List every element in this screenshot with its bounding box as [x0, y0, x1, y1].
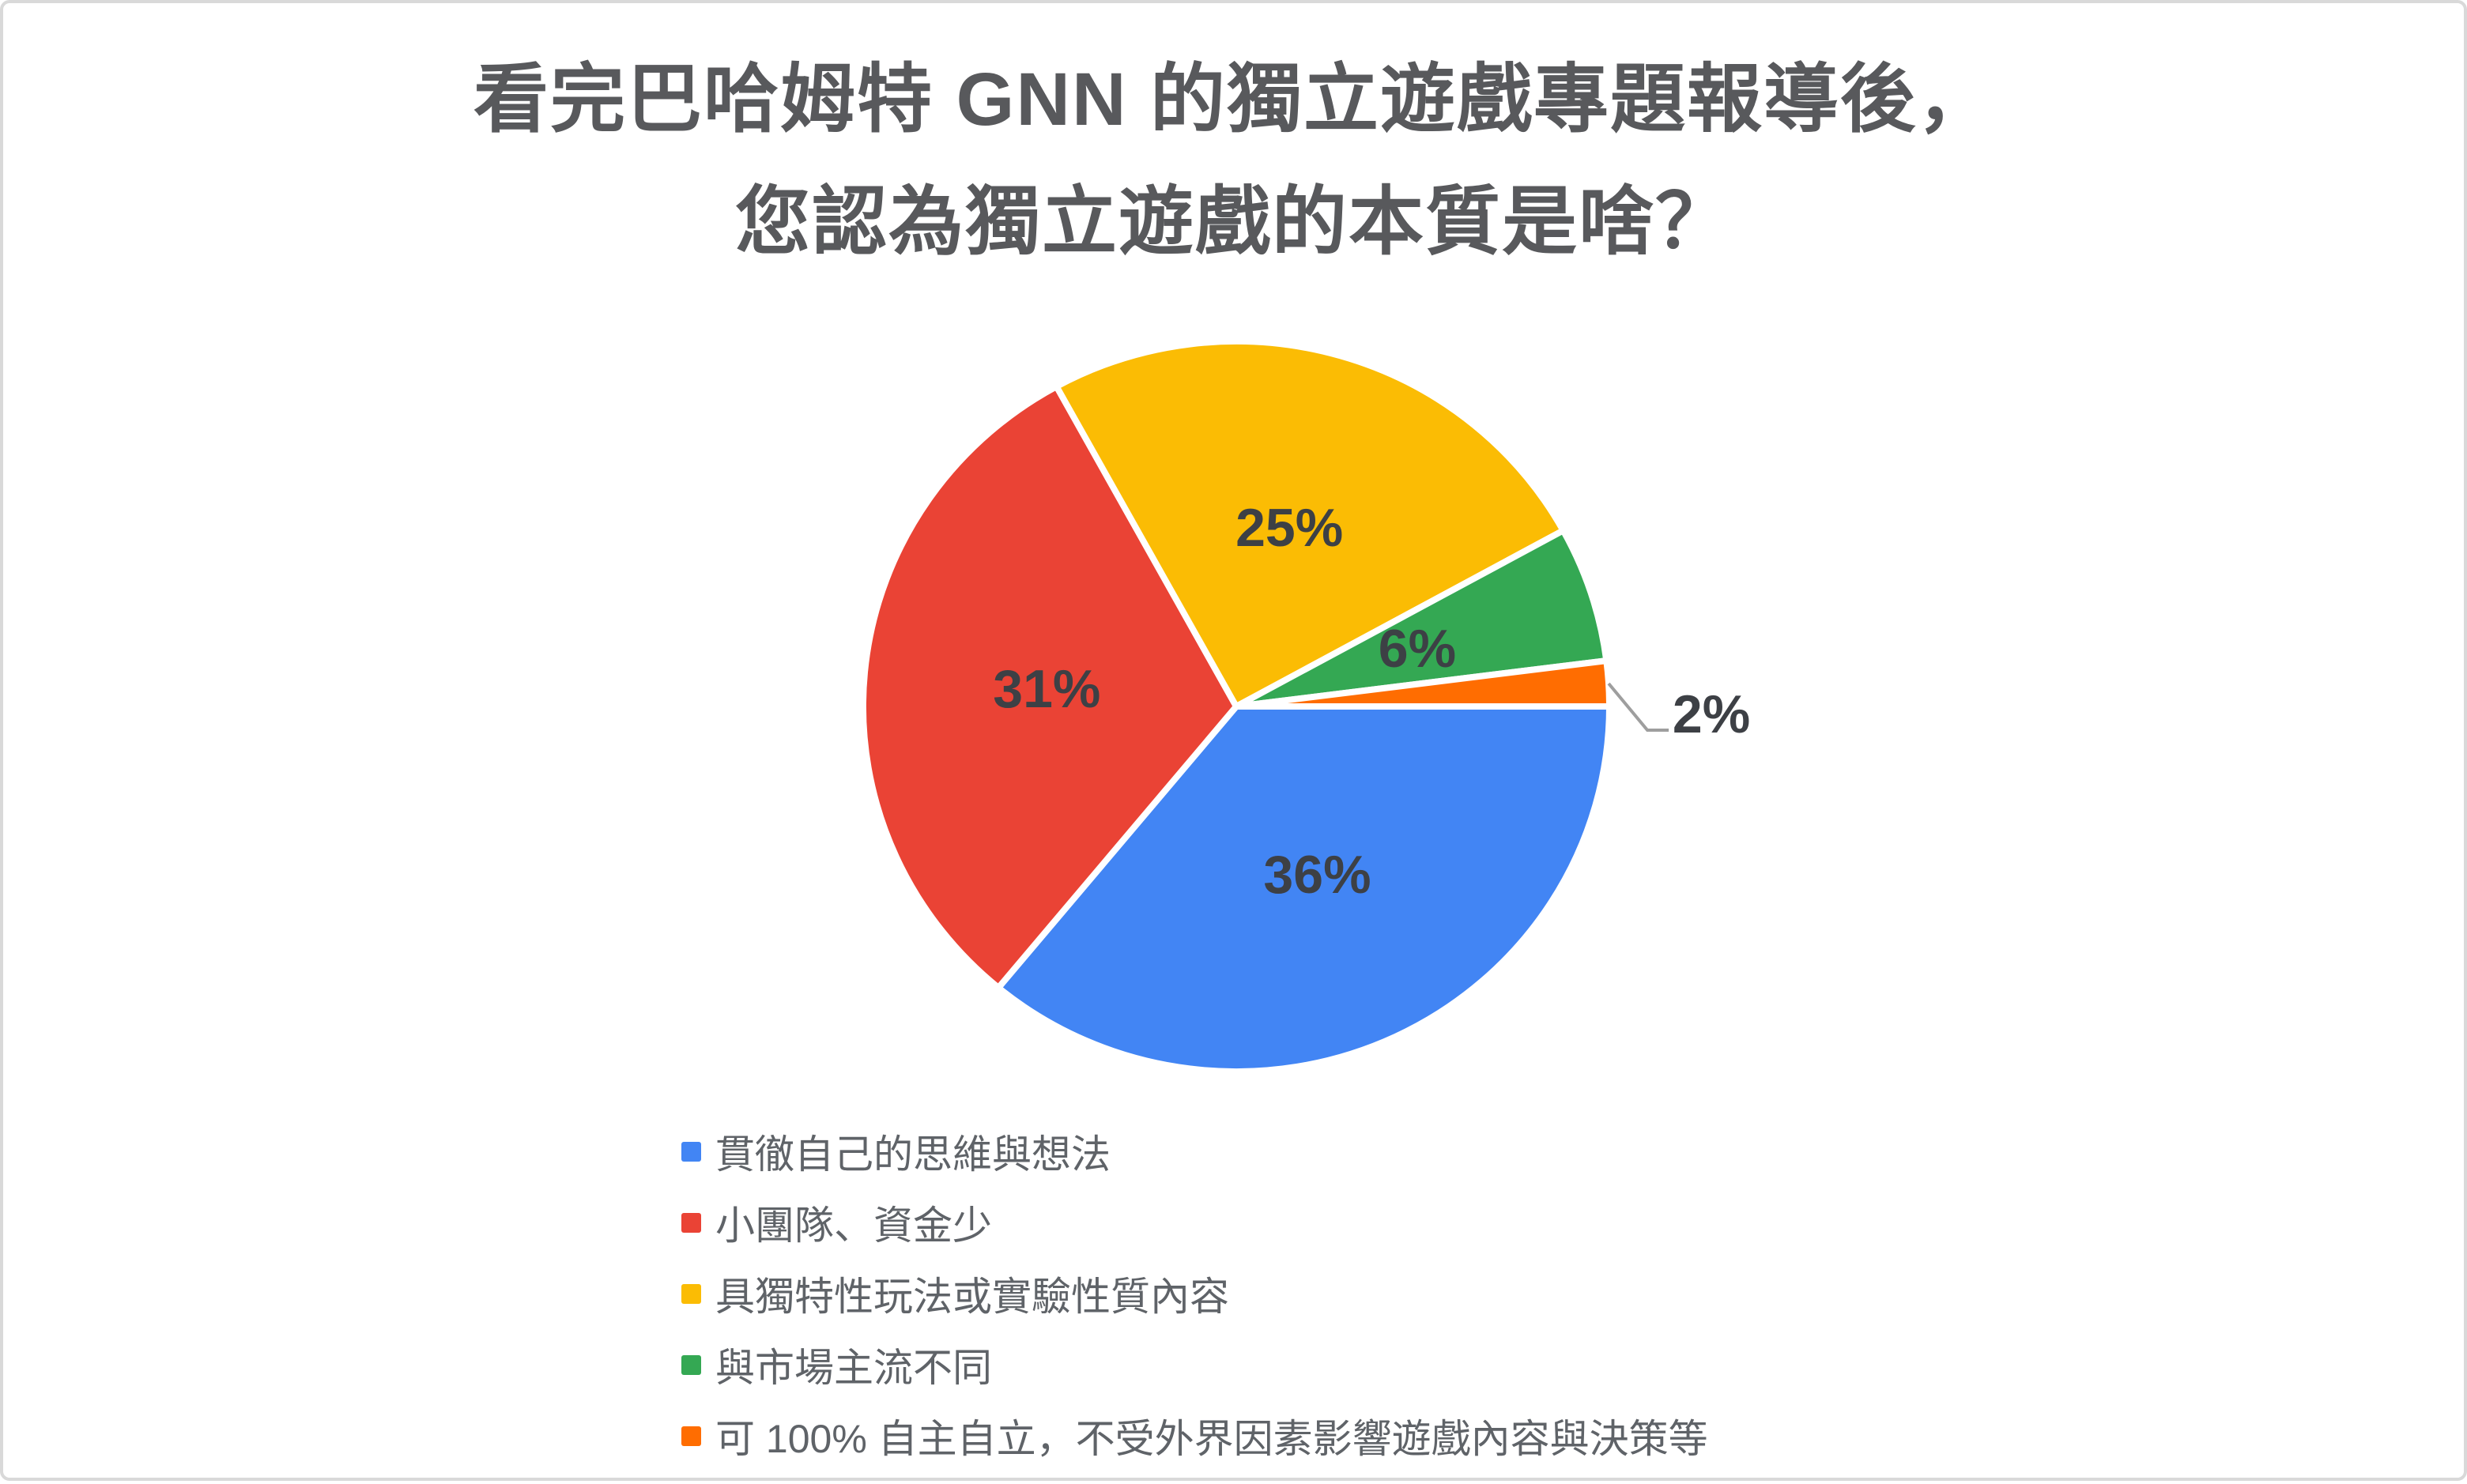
legend-swatch-icon [681, 1141, 701, 1162]
pie-chart [859, 337, 1669, 1075]
legend-label: 可 100% 自主自立，不受外界因素影響遊戲內容與決策等 [715, 1417, 1708, 1461]
chart-legend: 貫徹自己的思維與想法 小團隊、資金少具獨特性玩法或實驗性質內容 與市場主流不同可 1… [681, 1116, 1708, 1471]
legend-label: 與市場主流不同 [715, 1346, 992, 1390]
legend-item-2: 小團隊、資金少 [681, 1187, 1708, 1258]
chart-title-line2: 您認為獨立遊戲的本質是啥？ [734, 180, 1732, 264]
legend-item-1: 貫徹自己的思維與想法 [681, 1116, 1708, 1187]
pie-slice-label-3: 25% [1235, 497, 1344, 558]
legend-item-4: 與市場主流不同 [681, 1329, 1708, 1400]
legend-swatch-icon [681, 1283, 701, 1304]
legend-label: 貫徹自己的思維與想法 [715, 1132, 1111, 1177]
legend-swatch-icon [681, 1354, 701, 1375]
chart-title: 看完巴哈姆特 GNN 的獨立遊戲專題報導後， 您認為獨立遊戲的本質是啥？ [3, 39, 2464, 284]
pie-slice-1 [994, 703, 1613, 1075]
pie-slice-label-4: 6% [1378, 619, 1457, 680]
pie-slice-label-1: 36% [1263, 845, 1371, 906]
pie-slice-4 [1235, 526, 1610, 710]
legend-item-3: 具獨特性玩法或實驗性質內容 [681, 1258, 1708, 1329]
pie-slice-3 [1052, 337, 1568, 711]
chart-title-line1: 看完巴哈姆特 GNN 的獨立遊戲專題報導後， [473, 58, 1994, 141]
legend-item-5: 可 100% 自主自立，不受外界因素影響遊戲內容與決策等 [681, 1400, 1708, 1471]
legend-swatch-icon [681, 1212, 701, 1233]
legend-label: 小團隊、資金少 [715, 1203, 992, 1248]
pie-slice-2 [859, 382, 1240, 992]
legend-label: 具獨特性玩法或實驗性質內容 [715, 1275, 1229, 1319]
label-leader-line [1607, 682, 1669, 732]
pie-slice-label-2: 31% [993, 658, 1101, 719]
legend-swatch-icon [681, 1426, 701, 1446]
pie-slice-label-5: 2% [1672, 684, 1751, 744]
pie-slice-5 [1235, 657, 1613, 710]
